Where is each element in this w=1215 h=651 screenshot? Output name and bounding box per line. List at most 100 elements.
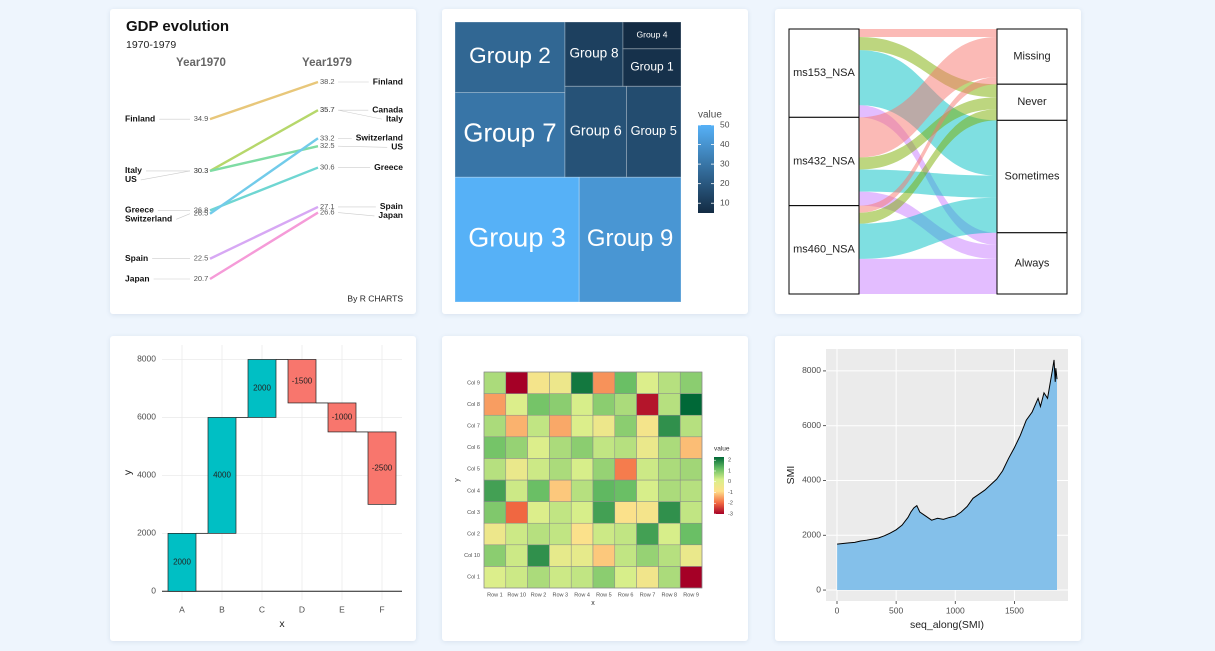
country-label: Greece (125, 205, 154, 215)
colorbar-label: 0 (728, 479, 731, 485)
cell (483, 544, 507, 567)
flow (859, 29, 997, 38)
cell (636, 501, 659, 524)
caption: By R CHARTS (347, 293, 403, 303)
line (837, 359, 1058, 545)
chart: 0 2000 4000 6000 8000 0 500 1000 1500 seq_along(S… (785, 349, 1068, 631)
country-label: Switzerland (125, 214, 172, 224)
cell (549, 393, 572, 416)
cell (614, 544, 637, 567)
leader-line (140, 170, 191, 181)
y-axis-label: y (454, 478, 461, 482)
cell (658, 522, 681, 546)
cell (527, 436, 550, 459)
cell (527, 414, 550, 438)
cell (527, 458, 550, 481)
cell (592, 371, 616, 394)
cell (483, 371, 507, 394)
value-label: 32.5 (320, 141, 335, 150)
cell (505, 522, 528, 546)
card: 0 2000 4000 6000 8000 0 500 1000 1500 seq_along(S… (775, 336, 1081, 641)
cell (614, 522, 637, 546)
colorbar-label: 2 (728, 458, 731, 464)
cell (658, 393, 681, 416)
cell (549, 458, 572, 481)
y-tick-label: 8000 (137, 354, 156, 364)
cell (483, 566, 507, 589)
flow (859, 37, 997, 158)
value-label: 35.7 (320, 105, 335, 114)
y-tick-label: 2000 (802, 530, 821, 540)
colorbar-label: -2 (728, 501, 733, 507)
cell (483, 436, 507, 459)
cell (570, 458, 594, 481)
stratum-label: ms153_NSA (793, 67, 855, 79)
cell (549, 371, 572, 394)
cell (658, 566, 681, 589)
x-tick-label: Row 8 (662, 592, 678, 598)
x-tick-label: Row 1 (487, 592, 503, 598)
chart: Group 3 Group 9 Group 7 Group 2 Group 6 Group… (454, 21, 730, 303)
cell (658, 501, 681, 524)
flow (859, 197, 997, 259)
bar-label: -1000 (332, 413, 353, 422)
leader-line (337, 212, 375, 217)
cell (527, 371, 550, 394)
value-label: 38.2 (320, 77, 335, 86)
y-tick-label: 4000 (137, 470, 156, 480)
x-tick-label: E (339, 604, 345, 614)
cell (505, 501, 528, 524)
value-label: 26.6 (320, 208, 335, 217)
cell (679, 544, 703, 567)
slope-line (209, 166, 319, 212)
cell (636, 544, 659, 567)
slope-line (209, 80, 319, 121)
column-header: Year1979 (302, 57, 352, 69)
y-axis-label: y (122, 469, 134, 475)
x-tick-label: Row 4 (574, 592, 590, 598)
country-label: Greece (374, 162, 403, 172)
cell (570, 566, 594, 589)
bar-label: -1500 (292, 376, 313, 385)
colorbar-label: 40 (720, 139, 730, 149)
cell (614, 501, 637, 524)
stratum-label: ms460_NSA (793, 244, 855, 256)
bar (247, 359, 277, 418)
stratum (996, 119, 1068, 234)
cell (527, 544, 550, 567)
value-label: 30.3 (194, 166, 209, 175)
slope-line (209, 205, 319, 260)
x-tick-label: F (379, 604, 384, 614)
cell (549, 479, 572, 502)
country-label: Canada (372, 104, 403, 114)
y-tick-label: Col 2 (467, 531, 480, 537)
legend-title: value (698, 110, 722, 121)
chart-subtitle: 1970-1979 (126, 39, 176, 51)
colorbar-label: 30 (720, 158, 730, 168)
cell (570, 436, 594, 459)
x-tick-label: Row 10 (507, 592, 526, 598)
value-label: 26.8 (194, 205, 209, 214)
chart: ms153_NSA ms432_NSA ms460_NSA Missing Never S… (788, 28, 1068, 295)
cell (527, 566, 550, 589)
value-label: 26.5 (194, 209, 209, 218)
cell (549, 436, 572, 459)
cell (679, 458, 703, 481)
slope-line (209, 109, 319, 172)
cell (505, 566, 528, 589)
cell (614, 479, 637, 502)
cell (679, 436, 703, 459)
cell (592, 436, 616, 459)
cell (636, 393, 659, 416)
cell (483, 501, 507, 524)
cell (483, 458, 507, 481)
y-tick-label: Col 8 (467, 402, 480, 408)
bar-label: 4000 (213, 471, 231, 480)
cell (679, 479, 703, 502)
cell (679, 393, 703, 416)
cell (505, 436, 528, 459)
flow (859, 258, 997, 294)
cell (636, 566, 659, 589)
cell (614, 414, 637, 438)
x-tick-label: Row 9 (683, 592, 699, 598)
